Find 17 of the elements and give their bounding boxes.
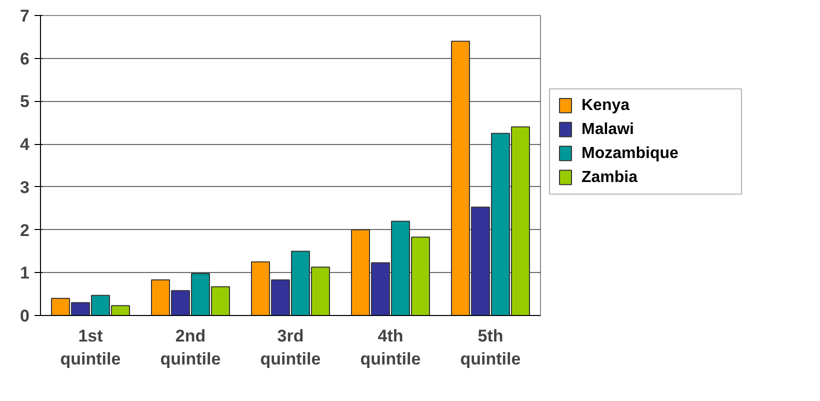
y-tick-label: 4 (20, 135, 30, 154)
x-tick-label: 5th quintile (460, 326, 521, 368)
y-tick-label: 5 (20, 92, 30, 112)
legend-label: Mozambique (582, 144, 678, 162)
legend-label: Malawi (582, 121, 634, 138)
y-tick-label: 1 (20, 264, 30, 283)
x-tick-label: 2nd quintile (160, 326, 221, 368)
legend-label: Kenya (582, 97, 630, 114)
y-tick-label: 0 (20, 306, 30, 326)
x-tick-label: 1st quintile (60, 326, 121, 368)
y-tick-label: 2 (20, 220, 30, 240)
y-tick-label: 7 (20, 6, 30, 26)
legend-label: Zambia (582, 168, 638, 186)
x-tick-label: 4th quintile (360, 326, 421, 368)
x-tick-label: 3rd quintile (260, 326, 321, 368)
y-tick-label: 3 (20, 178, 30, 197)
y-tick-label: 6 (20, 49, 30, 68)
